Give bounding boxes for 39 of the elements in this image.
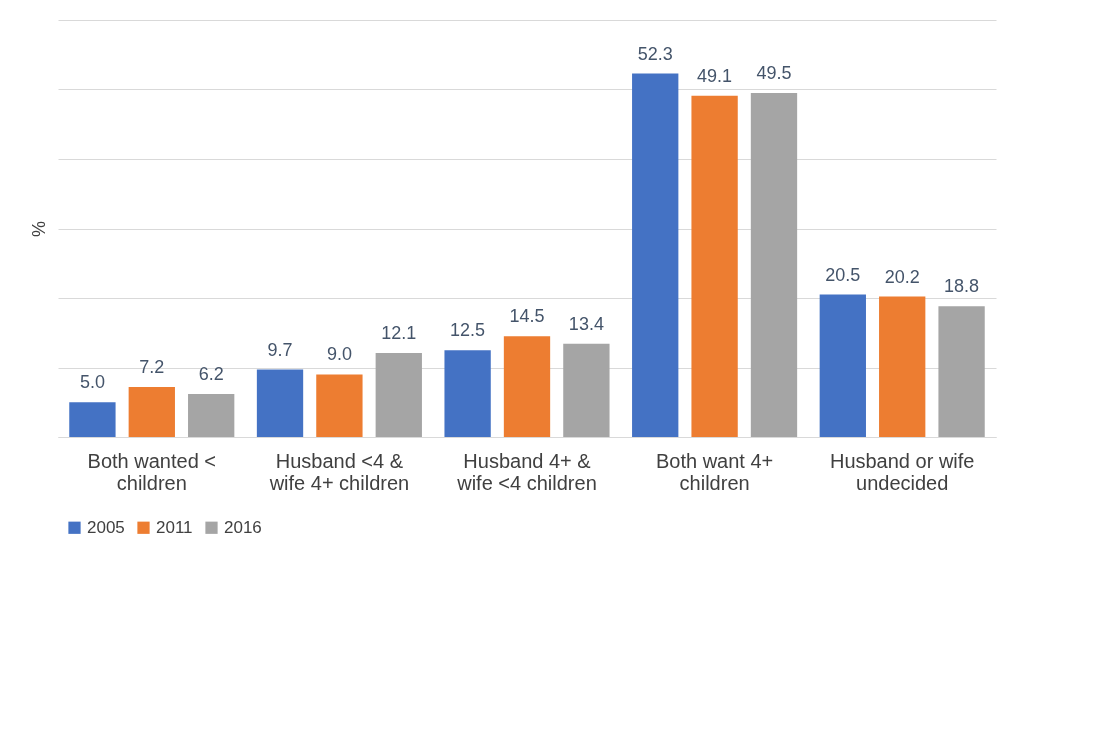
- data-label: 13.4: [568, 313, 604, 334]
- data-label: 49.5: [756, 62, 792, 83]
- x-tick-label: Husband or wife undecided: [829, 449, 975, 494]
- bar: [879, 296, 926, 437]
- bar: [691, 95, 738, 437]
- x-tick-label: Both wanted < children: [87, 449, 217, 494]
- legend-label: 2011: [156, 517, 193, 537]
- bar: [938, 306, 985, 437]
- bar: [563, 343, 610, 437]
- data-label: 5.0: [79, 372, 105, 393]
- bar: [375, 352, 422, 437]
- bar: [188, 393, 235, 437]
- data-label: 20.5: [825, 264, 861, 285]
- bar: [750, 92, 798, 437]
- data-label: 52.3: [637, 43, 673, 64]
- bar: [316, 374, 363, 437]
- bar: [128, 386, 175, 437]
- bar: [444, 350, 491, 437]
- legend-label: 2016: [224, 517, 262, 537]
- data-label: 9.0: [326, 344, 352, 365]
- data-label: 18.8: [944, 276, 980, 297]
- bar: [69, 402, 116, 437]
- y-axis-title: %: [28, 220, 49, 238]
- data-label: 7.2: [139, 356, 165, 377]
- bar: [256, 369, 304, 437]
- data-label: 14.5: [509, 306, 545, 327]
- x-tick-label: Both want 4+ children: [655, 449, 774, 494]
- data-label: 9.7: [267, 339, 293, 360]
- bar: [632, 73, 679, 437]
- data-label: 12.5: [450, 320, 486, 341]
- data-label: 12.1: [381, 322, 417, 343]
- x-tick-label: Husband <4 & wife 4+ children: [268, 449, 410, 494]
- data-label: 20.2: [884, 266, 920, 287]
- bar: [819, 294, 866, 437]
- data-label: 49.1: [697, 65, 733, 86]
- bar: [503, 336, 551, 437]
- x-tick-label: Husband 4+ & wife <4 children: [456, 449, 597, 494]
- legend-label: 2005: [87, 517, 125, 537]
- data-label: 6.2: [198, 363, 224, 384]
